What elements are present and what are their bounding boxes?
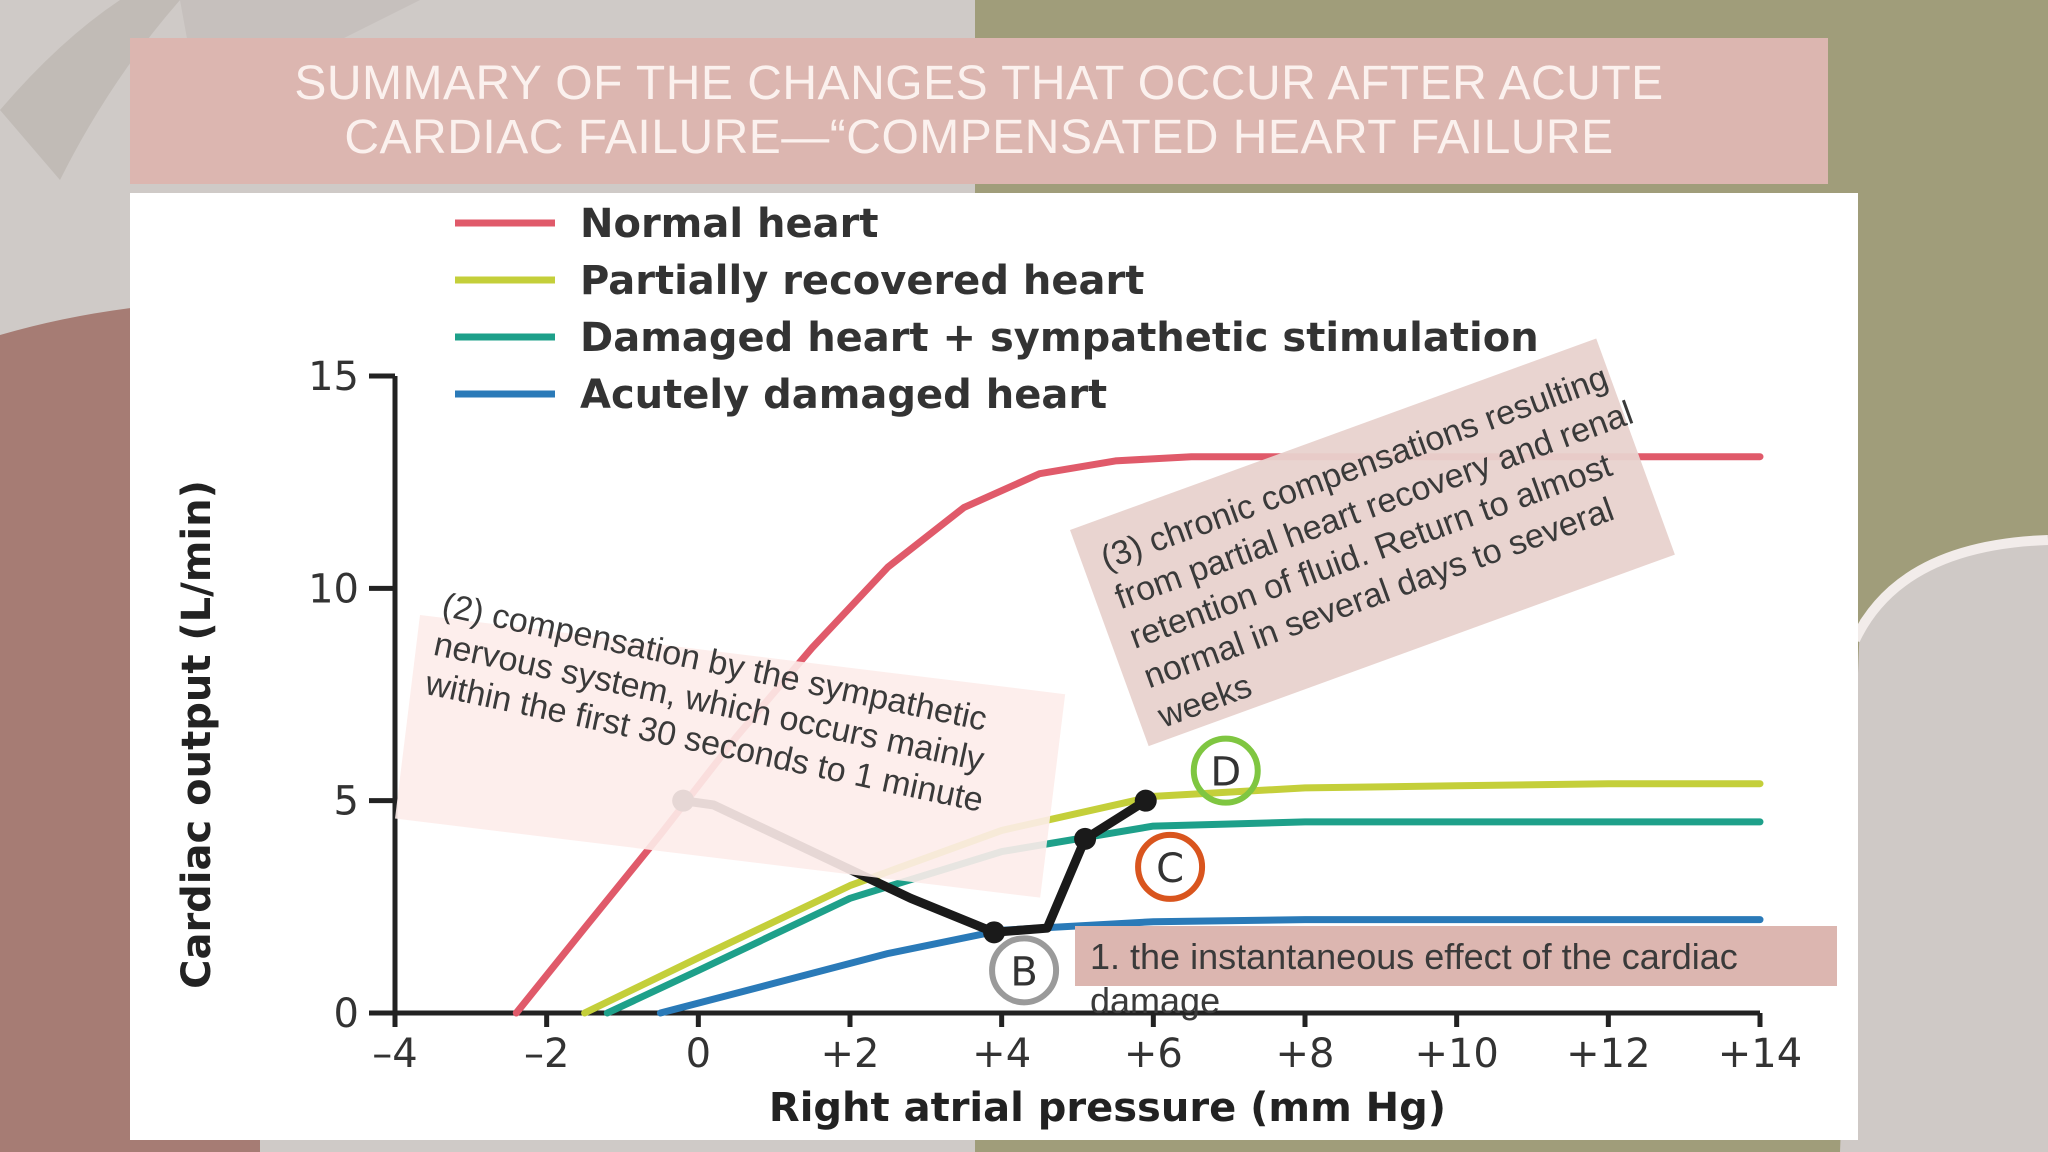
point-b (983, 921, 1006, 944)
point-c (1074, 827, 1097, 850)
legend-label: Partially recovered heart (580, 258, 1144, 304)
y-tick-label: 10 (308, 566, 359, 612)
y-tick-label: 5 (334, 779, 359, 825)
y-axis-title: Cardiac output (L/min) (174, 480, 220, 989)
y-tick-label: 0 (334, 991, 359, 1037)
legend-label: Damaged heart + sympathetic stimulation (580, 315, 1539, 361)
point-d (1134, 789, 1157, 812)
x-tick-label: –4 (372, 1031, 417, 1077)
point-b-ring (989, 935, 1060, 1006)
point-c-label: C (1156, 846, 1184, 892)
point-c-ring (1135, 831, 1206, 902)
x-tick-label: 0 (686, 1031, 711, 1077)
x-tick-label: +8 (1276, 1031, 1335, 1077)
point-b-label: B (1010, 949, 1037, 995)
y-tick-label: 15 (308, 354, 359, 400)
x-tick-label: –2 (524, 1031, 569, 1077)
x-tick-label: +14 (1718, 1031, 1802, 1077)
point-d-ring (1190, 735, 1261, 806)
x-tick-label: +6 (1124, 1031, 1183, 1077)
point-d-label: D (1210, 750, 1241, 796)
x-tick-label: +4 (972, 1031, 1031, 1077)
annotation-1-background (1075, 926, 1837, 986)
legend-label: Normal heart (580, 201, 878, 247)
series-line-3 (603, 818, 1764, 1017)
x-tick-label: +12 (1566, 1031, 1650, 1077)
x-tick-label: +10 (1414, 1031, 1498, 1077)
annotation-1-text: 1. the instantaneous effect of the cardi… (1090, 936, 1738, 1021)
series-line-4 (656, 916, 1764, 1017)
slide-title-line-1: SUMMARY OF THE CHANGES THAT OCCUR AFTER … (294, 57, 1664, 110)
slide-title-line-2: CARDIAC FAILURE—“COMPENSATED HEART FAILU… (344, 111, 1614, 164)
slide-title: SUMMARY OF THE CHANGES THAT OCCUR AFTER … (130, 38, 1828, 184)
x-axis-title: Right atrial pressure (mm Hg) (769, 1085, 1446, 1131)
x-tick-label: +2 (821, 1031, 880, 1077)
legend-label: Acutely damaged heart (580, 372, 1107, 418)
